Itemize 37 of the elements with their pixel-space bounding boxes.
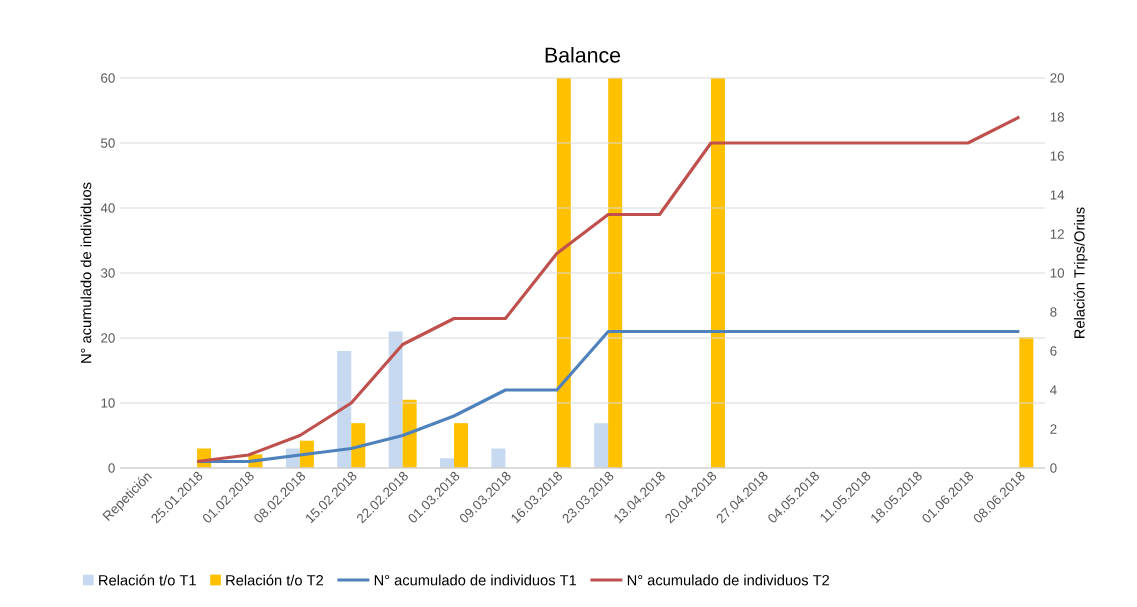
y-tick-label: 10 [101,398,115,408]
bar [556,77,571,468]
y-tick-label: 60 [101,73,115,83]
legend-label: Relación t/o T1 [99,574,196,586]
y2-tick-label: 4 [1050,385,1057,395]
y2-tick-label: 18 [1050,112,1064,122]
bar [402,399,417,468]
bar [491,448,506,468]
bar [1019,337,1034,468]
y2-axis-title: Relación Trips/Orius [1073,207,1088,338]
bar [388,331,403,468]
y2-tick-label: 2 [1050,424,1057,434]
bar [594,423,609,468]
y-tick-label: 20 [101,333,115,343]
y2-tick-label: 12 [1050,229,1064,239]
y2-tick-label: 20 [1050,73,1065,83]
legend-label: Relación t/o T2 [226,574,323,586]
y-tick-label: 0 [108,463,115,473]
y2-tick-label: 0 [1050,463,1057,473]
bar [351,423,366,468]
y-tick-label: 40 [100,203,115,213]
bar [440,458,455,468]
bar [337,351,352,468]
bar [608,77,623,468]
bar [710,77,725,468]
y2-tick-label: 16 [1050,151,1064,161]
y-axis-title: N° acumulado de individuos [80,182,92,363]
bar [454,423,469,468]
y2-tick-label: 6 [1050,346,1057,356]
y2-tick-label: 8 [1050,307,1057,317]
y-tick-label: 50 [101,138,115,148]
legend-label: N° acumulado de individuos T1 [374,574,577,586]
legend-label: N° acumulado de individuos T2 [627,574,830,586]
y-tick-label: 30 [100,268,115,278]
y2-tick-label: 10 [1050,268,1065,278]
chart-title: Balance [545,46,621,63]
y2-tick-label: 14 [1050,190,1065,200]
